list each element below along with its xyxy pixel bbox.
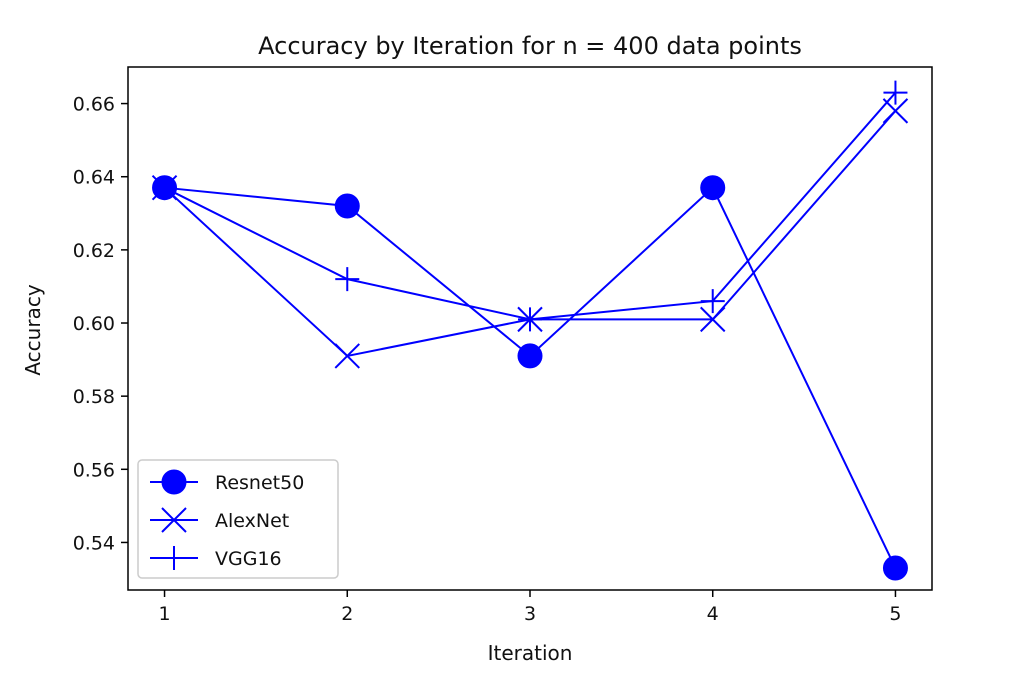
legend-label-alexnet: AlexNet <box>215 510 289 532</box>
series-layer <box>151 80 909 581</box>
legend-marker-resnet50 <box>161 469 187 495</box>
data-point-resnet50 <box>882 555 908 581</box>
legend-marker-alexnet <box>161 507 187 533</box>
legend-label-resnet50: Resnet50 <box>215 472 304 494</box>
x-axis-label: Iteration <box>488 641 573 665</box>
y-tick-label: 0.54 <box>73 532 115 554</box>
y-tick-label: 0.64 <box>73 167 115 189</box>
y-tick-label: 0.62 <box>73 240 115 262</box>
data-point-vgg16 <box>335 267 360 292</box>
data-point-resnet50 <box>700 175 726 201</box>
data-point-resnet50 <box>517 343 543 369</box>
x-tick-label: 3 <box>524 603 536 625</box>
data-point-vgg16 <box>518 307 542 332</box>
series-vgg16 <box>152 80 908 332</box>
y-tick-label: 0.56 <box>73 459 115 481</box>
legend: Resnet50 AlexNet VGG16 <box>137 459 339 579</box>
legend-marker-vgg16 <box>162 546 186 570</box>
data-point-alexnet <box>700 306 726 333</box>
chart-title: Accuracy by Iteration for n = 400 data p… <box>258 32 802 60</box>
y-axis-label: Accuracy <box>21 284 45 375</box>
data-point-vgg16 <box>883 80 908 105</box>
x-tick-label: 4 <box>707 603 719 625</box>
data-point-alexnet <box>334 343 360 369</box>
data-point-vgg16 <box>700 289 725 314</box>
data-point-resnet50 <box>334 193 360 219</box>
y-tick-label: 0.60 <box>73 313 115 335</box>
y-tick-label: 0.58 <box>73 386 115 408</box>
legend-box <box>137 459 339 579</box>
y-axis: 0.54 0.56 0.58 0.60 0.62 0.64 0.66 <box>73 94 128 554</box>
data-point-vgg16 <box>152 175 177 200</box>
series-resnet50 <box>152 175 908 581</box>
x-tick-label: 1 <box>158 603 170 625</box>
x-tick-label: 5 <box>889 603 901 625</box>
series-line-vgg16 <box>164 91 897 321</box>
y-tick-label: 0.66 <box>73 94 115 116</box>
legend-label-vgg16: VGG16 <box>215 548 282 570</box>
x-axis: 1 2 3 4 5 <box>158 590 902 625</box>
x-tick-label: 2 <box>341 603 353 625</box>
